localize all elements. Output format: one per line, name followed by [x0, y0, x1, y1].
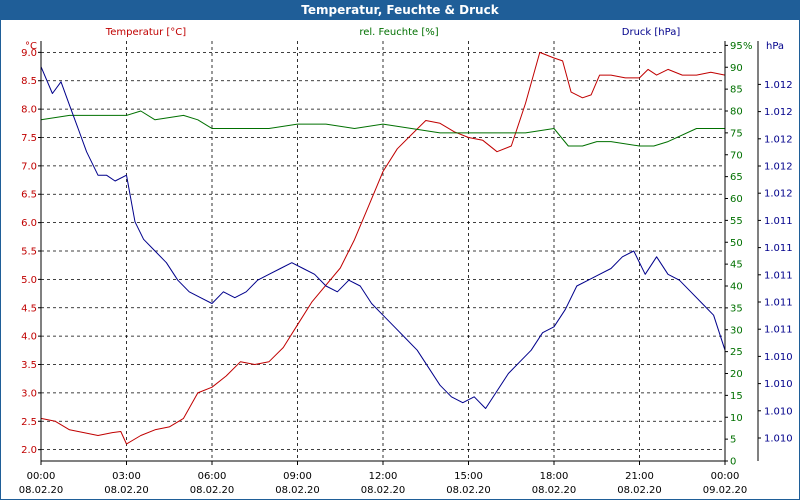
date-tick-label: 08.02.20 [104, 485, 149, 496]
humidity-axis: 0 5 10 15 20 25 30 35 40 45 50 55 60 65 70 75 80 85 90 95% [725, 41, 753, 468]
humidity-tick-label: 40 [730, 282, 743, 293]
humidity-tick-label: 20 [730, 369, 743, 380]
pressure-tick-label: 1.012 [764, 107, 793, 118]
humidity-line [40, 110, 725, 147]
temperature-unit-label: °C [25, 41, 37, 52]
time-tick-label: 12:00 [369, 471, 398, 482]
time-tick-label: 06:00 [198, 471, 227, 482]
humidity-tick-label: 30 [730, 325, 743, 336]
temperature-tick-label: 7.0 [21, 161, 37, 172]
humidity-tick-label: 95 [730, 41, 743, 52]
chart-title: Temperatur, Feuchte & Druck [1, 1, 799, 20]
pressure-tick-label: 1.012 [764, 189, 793, 200]
legend-pressure: Druck [hPa] [622, 27, 681, 38]
pressure-tick-label: 1.011 [764, 298, 793, 309]
humidity-tick-label: 60 [730, 194, 743, 205]
time-tick-label: 00:00 [27, 471, 56, 482]
humidity-tick-label: 35 [730, 303, 743, 314]
date-tick-label: 08.02.20 [190, 485, 235, 496]
humidity-tick-label: 50 [730, 238, 743, 249]
pressure-tick-label: 1.012 [764, 80, 793, 91]
time-tick-label: 09:00 [283, 471, 312, 482]
temperature-tick-label: 6.5 [21, 190, 37, 201]
temperature-tick-label: 6.0 [21, 218, 37, 229]
pressure-tick-label: 1.011 [764, 243, 793, 254]
pressure-line [40, 66, 726, 409]
pressure-tick-label: 1.012 [764, 162, 793, 173]
humidity-tick-label: 5 [730, 435, 736, 446]
pressure-tick-label: 1.010 [764, 434, 793, 445]
legend-humidity: rel. Feuchte [%] [359, 27, 438, 38]
humidity-unit-label: % [743, 41, 753, 52]
temperature-tick-label: 2.0 [21, 445, 37, 456]
humidity-tick-label: 80 [730, 107, 743, 118]
pressure-tick-label: 1.011 [764, 270, 793, 281]
humidity-tick-label: 70 [730, 150, 743, 161]
temperature-tick-label: 9.0 [21, 48, 37, 59]
date-tick-label: 08.02.20 [617, 485, 662, 496]
pressure-tick-label: 1.011 [764, 216, 793, 227]
date-tick-label: 08.02.20 [361, 485, 406, 496]
pressure-axis: 1.010 1.010 1.010 1.010 1.011 1.011 1.011 1.011… [757, 41, 793, 461]
humidity-tick-label: 65 [730, 172, 743, 183]
humidity-tick-label: 15 [730, 391, 743, 402]
time-tick-label: 00:00 [711, 471, 740, 482]
temperature-tick-label: 8.5 [21, 76, 37, 87]
date-tick-label: 08.02.20 [532, 485, 577, 496]
time-axis: 00:00 08.02.20 03:00 08.02.20 06:00 08.02.20 0… [19, 461, 748, 496]
humidity-tick-label: 0 [730, 457, 736, 468]
date-tick-label: 08.02.20 [19, 485, 64, 496]
pressure-tick-label: 1.010 [764, 352, 793, 363]
temperature-tick-label: 4.0 [21, 332, 37, 343]
temperature-tick-label: 4.5 [21, 303, 37, 314]
humidity-tick-label: 85 [730, 85, 743, 96]
temperature-tick-label: 3.5 [21, 360, 37, 371]
humidity-tick-label: 90 [730, 63, 743, 74]
pressure-tick-label: 1.010 [764, 379, 793, 390]
date-tick-label: 09.02.20 [703, 485, 748, 496]
temperature-tick-label: 5.5 [21, 247, 37, 258]
time-tick-label: 03:00 [112, 471, 141, 482]
pressure-unit-label: hPa [766, 41, 784, 52]
date-tick-label: 08.02.20 [446, 485, 491, 496]
temperature-axis: 2.0 2.5 3.0 3.5 4.0 4.5 5.0 5.5 6.0 6.5 7.0 7.5 8.0 8… [21, 48, 41, 456]
humidity-tick-label: 55 [730, 216, 743, 227]
temperature-tick-label: 7.5 [21, 133, 37, 144]
date-tick-label: 08.02.20 [275, 485, 320, 496]
temperature-line [40, 51, 726, 445]
temperature-tick-label: 8.0 [21, 105, 37, 116]
humidity-tick-label: 45 [730, 260, 743, 271]
pressure-tick-label: 1.011 [764, 325, 793, 336]
temperature-tick-label: 3.0 [21, 388, 37, 399]
humidity-tick-label: 10 [730, 413, 743, 424]
time-tick-label: 21:00 [625, 471, 654, 482]
humidity-tick-label: 25 [730, 347, 743, 358]
legend-temperature: Temperatur [°C] [105, 27, 186, 38]
pressure-tick-label: 1.012 [764, 134, 793, 145]
series-layer [40, 51, 726, 445]
time-tick-label: 15:00 [454, 471, 483, 482]
humidity-tick-label: 75 [730, 128, 743, 139]
pressure-tick-label: 1.010 [764, 406, 793, 417]
temperature-tick-label: 2.5 [21, 417, 37, 428]
temperature-tick-label: 5.0 [21, 275, 37, 286]
time-tick-label: 18:00 [540, 471, 569, 482]
